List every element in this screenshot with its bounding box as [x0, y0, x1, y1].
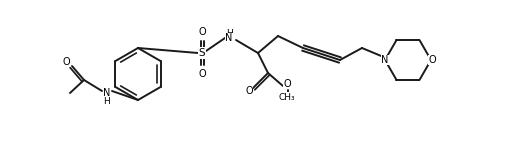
Text: H: H	[227, 29, 234, 37]
Text: O: O	[245, 86, 253, 96]
Text: N: N	[103, 88, 111, 98]
Text: S: S	[198, 48, 205, 58]
Text: H: H	[103, 98, 110, 107]
Text: CH₃: CH₃	[279, 92, 295, 102]
Text: N: N	[381, 55, 389, 65]
Text: O: O	[428, 55, 436, 65]
Text: O: O	[283, 79, 291, 89]
Text: N: N	[226, 33, 232, 43]
Text: O: O	[198, 27, 206, 37]
Text: N: N	[381, 55, 389, 65]
Text: O: O	[62, 57, 70, 67]
Text: O: O	[198, 69, 206, 79]
